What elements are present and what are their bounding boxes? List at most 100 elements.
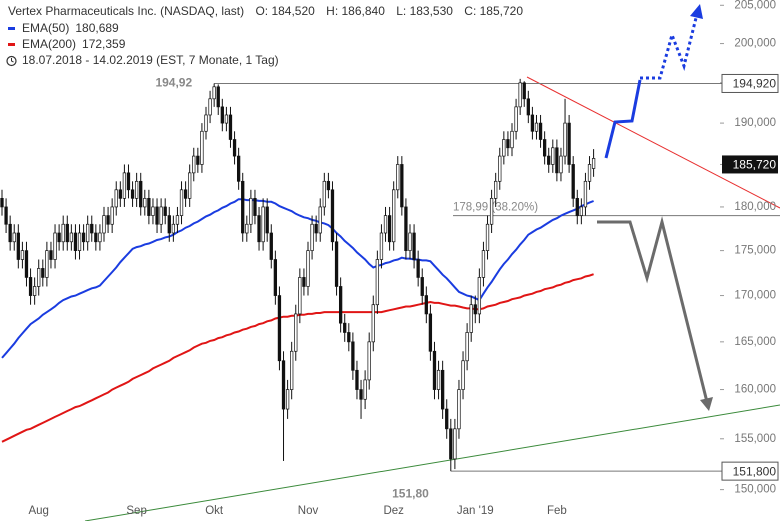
- y-tick-label: 180,000: [734, 201, 776, 213]
- candle-body: [579, 206, 584, 216]
- candle-body: [290, 350, 294, 390]
- candle-body: [302, 277, 306, 287]
- candle-body: [126, 172, 131, 191]
- y-tick-label: 165,000: [734, 336, 776, 348]
- candle-body: [90, 223, 94, 234]
- legend-swatch: [8, 43, 15, 46]
- candle-body: [494, 180, 498, 199]
- price-box-label: 194,920: [733, 77, 777, 91]
- candle-body: [53, 232, 57, 260]
- y-tick-label: 175,000: [734, 245, 776, 257]
- candle-body: [351, 341, 355, 371]
- candle-body: [155, 206, 159, 225]
- candle-body: [57, 232, 61, 243]
- candle-body: [445, 408, 449, 430]
- candle-body: [502, 139, 506, 157]
- candle-body: [163, 206, 167, 216]
- candle-body: [436, 369, 441, 390]
- ema-line: [1, 198, 594, 359]
- candle-body: [8, 223, 12, 243]
- candle-body: [392, 189, 396, 243]
- candle-body: [510, 130, 514, 149]
- projections: [597, 4, 713, 411]
- candle-body: [453, 428, 457, 460]
- candle-body: [387, 215, 392, 243]
- high-label: H: 186,840: [326, 4, 385, 18]
- candle-body: [24, 250, 29, 278]
- low-label: L: 183,530: [396, 4, 453, 18]
- candle-body: [485, 223, 490, 251]
- candle-body: [547, 155, 551, 165]
- candle-body: [355, 369, 359, 390]
- candle-body: [73, 232, 78, 251]
- x-tick-label: Sep: [126, 505, 146, 517]
- candle-body: [151, 206, 155, 216]
- candle-body: [188, 172, 192, 199]
- candle-body: [41, 268, 45, 278]
- x-tick-label: Dez: [383, 505, 404, 517]
- candle-body: [322, 180, 326, 208]
- x-tick-label: Nov: [298, 505, 319, 517]
- candle-body: [257, 215, 261, 243]
- candle-body: [551, 147, 555, 165]
- candle-body: [310, 223, 314, 251]
- candle-body: [473, 304, 477, 315]
- candle-body: [306, 250, 310, 287]
- candle-body: [538, 122, 543, 140]
- candle-body: [0, 197, 4, 208]
- candle-body: [196, 155, 200, 165]
- candle-body: [192, 155, 196, 174]
- y-tick-label: 150,000: [734, 484, 776, 496]
- candle-body: [457, 389, 461, 430]
- candle-body: [469, 304, 473, 333]
- open-label: O: 184,520: [255, 4, 315, 18]
- candle-body: [412, 232, 416, 260]
- candle-body: [591, 158, 596, 169]
- bear-projection: [597, 216, 709, 403]
- candle-body: [69, 232, 74, 243]
- candle-body: [498, 155, 502, 182]
- bear-arrowhead: [700, 397, 713, 411]
- candle-body: [326, 180, 331, 191]
- candle-body: [526, 98, 530, 116]
- legend-value: 180,689: [75, 21, 119, 35]
- legend-entry: EMA(200) 172,359: [22, 37, 126, 51]
- candle-body: [147, 197, 151, 216]
- legend: Vertex Pharmaceuticals Inc. (NASDAQ, las…: [0, 0, 523, 70]
- candle-body: [379, 232, 384, 260]
- bull-projection-dotted: [640, 13, 699, 80]
- level-label: 151,80: [392, 486, 429, 500]
- candle-body: [522, 82, 526, 100]
- header: Vertex Pharmaceuticals Inc. (NASDAQ, las…: [8, 4, 523, 18]
- legend-label: EMA(200): [22, 37, 76, 51]
- candle-body: [363, 379, 367, 400]
- candle-body: [477, 277, 482, 315]
- candle-body: [265, 206, 269, 234]
- candle-body: [563, 122, 567, 157]
- candle-body: [587, 164, 592, 182]
- candle-body: [367, 341, 371, 381]
- candle-body: [281, 360, 286, 410]
- clock-hands: [11, 58, 14, 63]
- instrument-name: Vertex Pharmaceuticals Inc. (NASDAQ, las…: [8, 4, 244, 18]
- candle-body: [400, 164, 404, 208]
- support-trendline: [84, 404, 780, 521]
- candle-body: [94, 232, 98, 243]
- candle-body: [338, 286, 343, 324]
- bull-arrowhead: [690, 4, 703, 19]
- x-tick-label: Okt: [205, 505, 224, 517]
- candle-body: [245, 223, 249, 234]
- candle-body: [489, 197, 494, 225]
- candle-body: [200, 130, 204, 165]
- candle-body: [518, 82, 522, 108]
- candle-body: [110, 206, 114, 225]
- x-tick-label: Aug: [28, 505, 48, 517]
- candle-body: [86, 223, 90, 243]
- candle-body: [232, 139, 237, 157]
- candle-body: [261, 206, 265, 243]
- legend-label: EMA(50): [22, 21, 69, 35]
- last-price-label: 185,720: [733, 158, 777, 172]
- candle-body: [208, 98, 212, 116]
- candle-body: [216, 86, 220, 108]
- candle-body: [555, 147, 559, 174]
